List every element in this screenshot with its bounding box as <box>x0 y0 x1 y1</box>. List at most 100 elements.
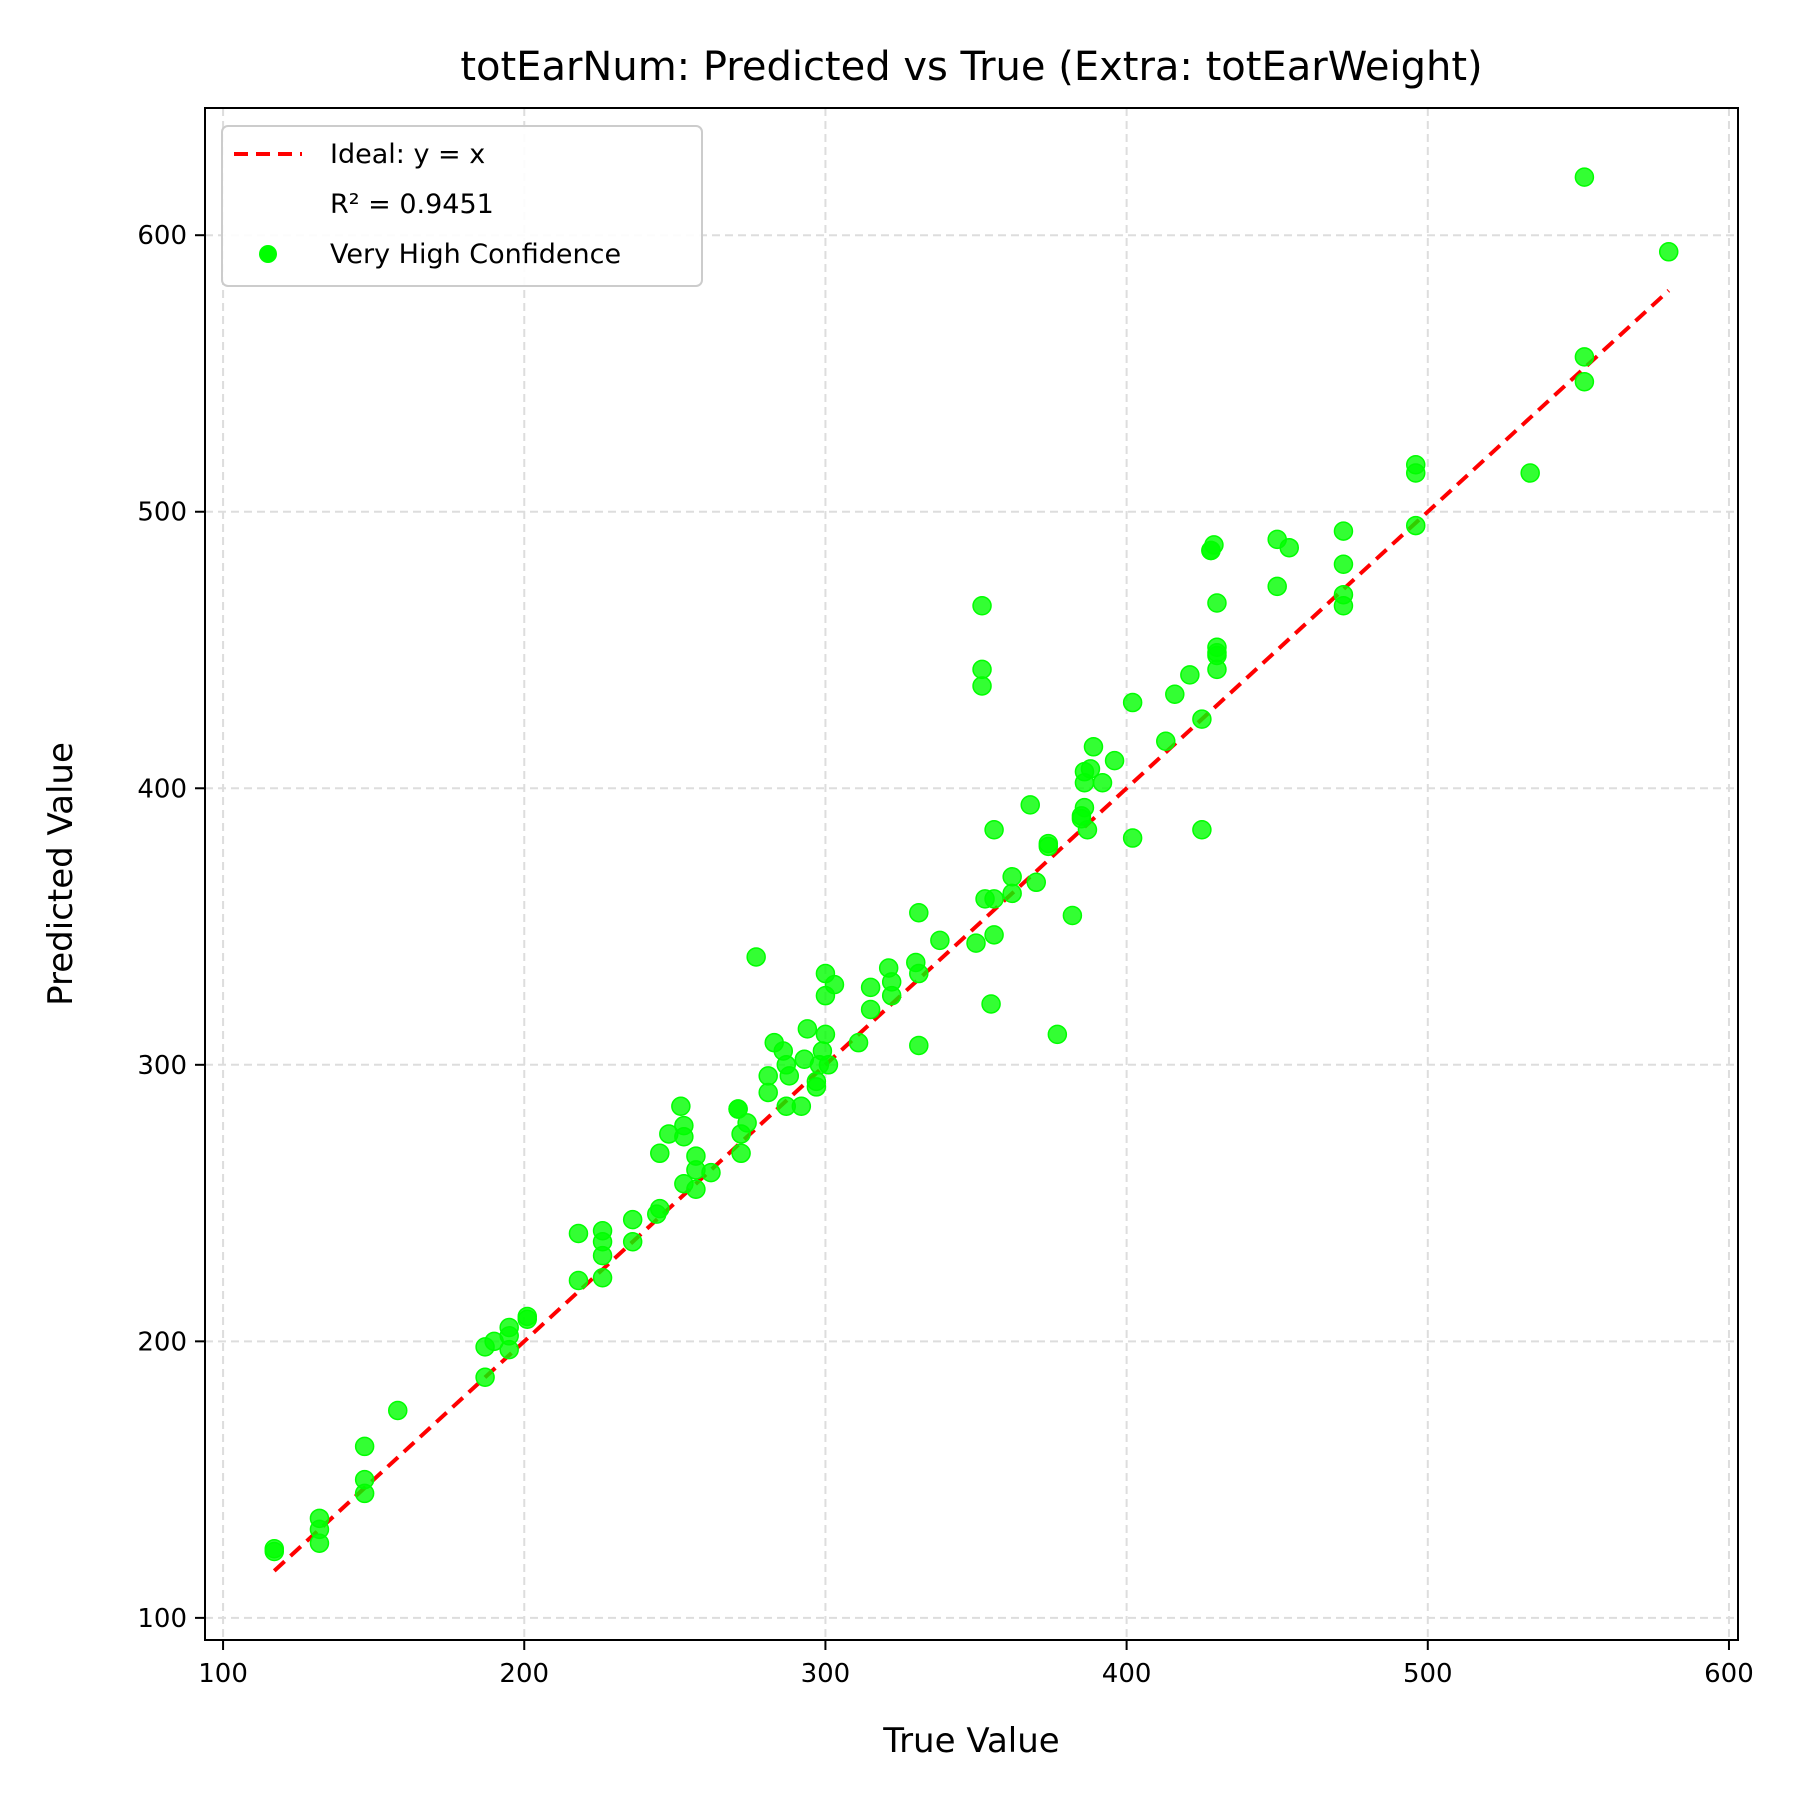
data-point <box>1574 347 1595 367</box>
data-point <box>758 1082 778 1103</box>
data-point <box>1156 731 1176 752</box>
data-point <box>686 1146 706 1166</box>
legend-box <box>221 125 703 287</box>
data-point <box>592 1220 613 1241</box>
data-point <box>1405 515 1426 536</box>
data-point <box>930 930 950 951</box>
data-point <box>1333 596 1354 616</box>
data-point <box>860 999 881 1020</box>
data-point <box>1267 576 1287 597</box>
data-point <box>1062 905 1083 926</box>
data-point <box>818 1055 839 1075</box>
data-point <box>1333 554 1354 575</box>
axis-ticks: 100 200 300 400 500 600 100 200 300 400 500 600 <box>137 221 1753 1689</box>
data-point <box>1083 737 1104 757</box>
data-point <box>1092 772 1113 793</box>
data-point <box>758 1066 778 1086</box>
data-point <box>1192 820 1212 840</box>
data-point <box>1038 836 1059 857</box>
data-point <box>622 1232 643 1252</box>
data-point <box>1574 372 1595 392</box>
chart-title: totEarNum: Predicted vs True (Extra: tot… <box>460 44 1482 90</box>
x-tick-label: 400 <box>1102 1659 1152 1689</box>
data-point <box>972 676 992 696</box>
data-point <box>674 1115 694 1136</box>
legend: Ideal: y = x R² = 0.9451 Very High Confi… <box>221 125 703 287</box>
data-point <box>791 1096 812 1117</box>
data-point <box>1122 828 1143 848</box>
data-point <box>1658 242 1679 262</box>
data-point <box>1026 872 1047 893</box>
data-point <box>1207 593 1227 613</box>
data-point <box>1077 820 1098 840</box>
data-point <box>499 1317 519 1338</box>
data-point <box>1165 684 1185 705</box>
data-point <box>1002 883 1022 904</box>
y-tick-label: 100 <box>137 1604 187 1634</box>
data-point <box>981 994 1001 1014</box>
y-tick-label: 300 <box>137 1051 187 1081</box>
data-point <box>1192 709 1212 729</box>
x-tick-label: 300 <box>801 1659 851 1689</box>
legend-points-label: Very High Confidence <box>330 239 621 270</box>
data-point <box>909 902 929 923</box>
data-point <box>650 1198 670 1219</box>
x-tick-label: 200 <box>499 1659 549 1689</box>
data-point <box>475 1367 495 1388</box>
data-point <box>972 596 992 616</box>
data-point <box>984 889 1004 909</box>
data-point <box>1002 867 1022 887</box>
data-point <box>517 1306 538 1327</box>
data-point <box>568 1223 589 1244</box>
data-point <box>264 1538 285 1559</box>
x-axis-label: True Value <box>882 1721 1059 1761</box>
data-point <box>1104 750 1125 771</box>
data-point <box>1047 1024 1068 1045</box>
grid-lines <box>205 108 1738 1640</box>
data-point <box>984 820 1004 840</box>
data-point <box>797 1019 818 1039</box>
legend-r2-label: R² = 0.9451 <box>330 189 494 220</box>
data-point <box>966 933 986 953</box>
data-points <box>264 167 1679 1562</box>
y-tick-label: 500 <box>137 498 187 528</box>
data-point <box>728 1099 748 1119</box>
data-point <box>354 1436 375 1457</box>
legend-ideal-label: Ideal: y = x <box>330 139 485 170</box>
data-point <box>1333 521 1354 541</box>
data-point <box>1279 537 1299 558</box>
x-tick-label: 100 <box>198 1659 248 1689</box>
data-point <box>909 1035 929 1056</box>
data-point <box>388 1400 408 1421</box>
data-point <box>1020 795 1040 815</box>
data-point <box>1080 759 1101 779</box>
y-axis-label: Predicted Value <box>41 742 81 1006</box>
data-point <box>309 1508 330 1529</box>
data-point <box>824 974 845 995</box>
data-point <box>701 1162 721 1183</box>
data-point <box>354 1469 375 1490</box>
y-tick-label: 600 <box>137 221 187 251</box>
y-tick-label: 200 <box>137 1327 187 1357</box>
data-point <box>1122 692 1143 713</box>
data-point <box>1074 797 1095 818</box>
data-point <box>779 1066 800 1086</box>
data-point <box>848 1032 869 1053</box>
legend-points-swatch <box>259 245 277 263</box>
y-tick-label: 400 <box>137 774 187 804</box>
data-point <box>1520 463 1540 483</box>
data-point <box>806 1071 827 1092</box>
data-point <box>568 1270 589 1291</box>
data-point <box>1180 665 1200 685</box>
data-point <box>909 963 929 984</box>
data-point <box>984 925 1004 945</box>
data-point <box>860 977 881 998</box>
data-point <box>972 659 992 680</box>
data-point <box>1574 167 1595 187</box>
data-point <box>815 1024 836 1045</box>
data-point <box>1405 463 1426 483</box>
data-point <box>1204 535 1224 555</box>
data-point <box>737 1113 757 1133</box>
